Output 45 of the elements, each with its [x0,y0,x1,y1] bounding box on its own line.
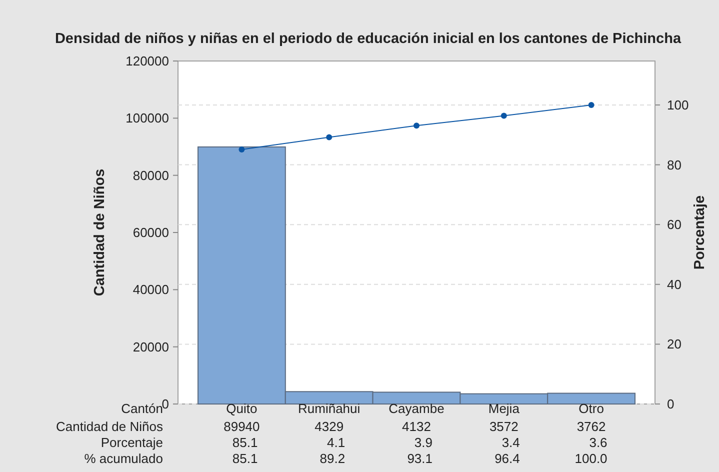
text: 4329 [314,419,344,434]
text: 3.9 [414,435,432,450]
y-tick-label: 100000 [126,110,169,126]
point [414,122,420,129]
point [500,112,507,119]
x-axis-title: Cantón [121,401,163,416]
text: 3762 [576,419,606,434]
y-tick-label: 120000 [126,54,169,68]
text: 3572 [489,419,518,434]
y2-tick-label: 20 [667,336,682,352]
y-tick-label: 0 [162,396,169,412]
y-tick-label: 80000 [132,168,169,183]
text: 3.4 [502,435,520,450]
text: 100.0 [574,451,608,466]
point [238,146,245,152]
x-tick-label: Mejia [488,401,520,416]
y2-tick-label: 100 [667,97,689,112]
y2-tick-label: 40 [667,276,682,292]
x-tick-label: Rumiñahui [298,401,360,416]
y2-tick-label: 80 [667,157,682,172]
text: 85.1 [232,435,258,450]
text: Porcentaje [100,435,163,450]
text: 89940 [224,419,260,434]
text: 3.6 [589,435,608,450]
x-tick-label: Otro [578,401,604,416]
y-tick-label: 40000 [132,282,169,298]
text: 89.2 [320,451,346,466]
chart-title: Densidad de niños y niñas en el periodo de educación inicial en los cantones de Pichincha [54,31,682,47]
point [588,102,594,108]
text: % acumulado [84,451,163,466]
text: 4.1 [327,435,346,450]
text: 85.1 [232,451,258,466]
y-axis-title: Cantidad de Niños [92,168,108,296]
x-tick-label: Quito [226,401,258,416]
y2-axis-title: Porcentaje [692,195,708,270]
y2-tick-label: 60 [667,217,682,232]
x-tick-label: Cayambe [388,401,444,416]
y-tick-label: 20000 [132,339,169,354]
y2-tick-label: 0 [667,396,674,412]
text: 96.4 [494,451,520,466]
text: 93.1 [407,451,432,466]
y-tick-label: 60000 [132,225,169,240]
point [326,134,332,140]
text: 4132 [402,419,431,434]
text: Cantidad de Niños [56,419,164,434]
